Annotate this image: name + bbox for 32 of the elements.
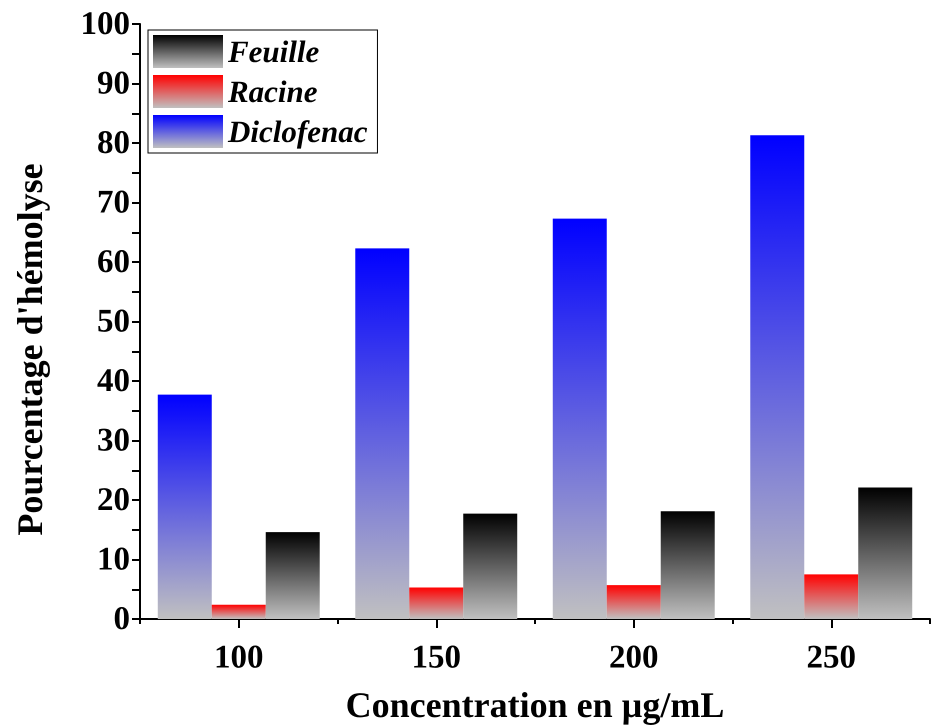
y-tick-label: 90: [97, 66, 130, 102]
x-tick-label: 200: [609, 640, 658, 676]
y-tick-label: 10: [97, 542, 130, 578]
bar: [858, 488, 912, 619]
y-tick-label: 50: [97, 304, 130, 340]
bar: [552, 218, 607, 619]
bar: [266, 532, 320, 619]
y-tick-label: 60: [97, 244, 130, 280]
bar: [660, 511, 715, 619]
bar: [750, 135, 804, 619]
x-tick-label: 250: [806, 640, 856, 676]
bar: [606, 585, 661, 619]
legend-label: Racine: [227, 74, 318, 109]
y-tick-label: 80: [97, 125, 130, 161]
x-tick-label: 150: [412, 640, 461, 676]
y-tick-label: 0: [114, 601, 130, 637]
bar: [212, 604, 266, 619]
y-tick-label: 40: [97, 363, 130, 399]
y-tick-label: 30: [97, 422, 130, 458]
x-tick-label: 100: [214, 640, 264, 676]
y-tick-label: 20: [97, 482, 130, 518]
legend-label: Feuille: [227, 34, 320, 69]
x-axis-title: Concentration en µg/mL: [346, 685, 724, 725]
legend-label: Diclofenac: [227, 114, 368, 149]
bar: [804, 574, 858, 619]
y-axis-title: Pourcentage d'hémolyse: [10, 163, 50, 536]
y-tick-label: 70: [97, 184, 130, 220]
y-tick-label: 100: [80, 6, 130, 42]
bar: [409, 587, 464, 619]
bar: [158, 394, 212, 619]
bar: [463, 514, 518, 619]
bar: [355, 248, 410, 619]
